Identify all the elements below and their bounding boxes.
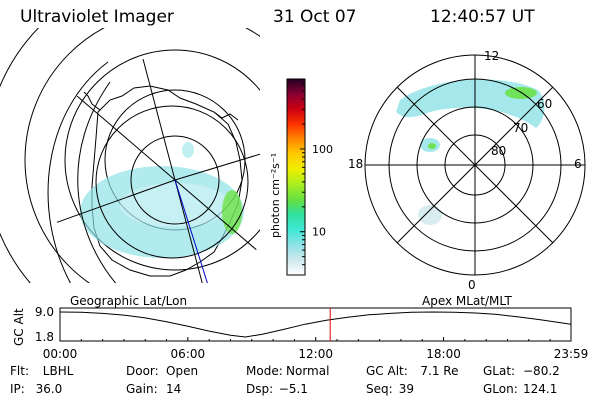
altitude-plot: 9.0 1.8 00:00 06:00 12:00 18:00 23:59 GC Alt: [12, 305, 588, 361]
mlat-label-60: 60: [537, 97, 552, 111]
colorbar: 100 10 photon cm⁻²s⁻¹: [269, 78, 333, 276]
x-ticks: 00:00 06:00 12:00 18:00 23:59: [43, 337, 589, 361]
y-ticks: 9.0 1.8: [35, 305, 54, 344]
info-key: IP:: [10, 382, 25, 396]
info-key: Flt:: [10, 364, 29, 378]
info-key: GLon:: [483, 382, 518, 396]
geo-aurora: [80, 142, 244, 258]
mlt-label-18: 18: [348, 157, 363, 171]
footer-info: Flt: LBHL Door: Open Mode: Normal GC Alt: 7.1 R…: [10, 364, 560, 396]
geographic-panel: [0, 28, 260, 283]
mlat-label-70: 70: [513, 121, 528, 135]
mlt-label-12: 12: [484, 49, 499, 63]
info-value: Open: [166, 364, 198, 378]
mag-grid: [365, 55, 585, 275]
info-value: Normal: [286, 364, 329, 378]
mlt-label-6: 6: [574, 157, 582, 171]
colorbar-ticks: 100 10: [300, 78, 333, 276]
mlat-label-80: 80: [491, 144, 506, 158]
x-tick-label: 23:59: [554, 347, 589, 361]
colorbar-label: photon cm⁻²s⁻¹: [269, 153, 282, 238]
instrument-title: Ultraviolet Imager: [20, 7, 174, 27]
x-tick-label: 12:00: [298, 347, 333, 361]
info-key: Door:: [126, 364, 159, 378]
series-altitude-line: [59, 311, 572, 338]
x-tick-label: 00:00: [43, 347, 78, 361]
colorbar-tick-label: 10: [312, 226, 326, 239]
mag-aurora: [396, 79, 545, 225]
y-tick-label: 1.8: [35, 330, 54, 344]
info-key: GLat:: [483, 364, 515, 378]
y-axis-label: GC Alt: [12, 308, 26, 346]
colorbar-tick-label: 100: [312, 143, 333, 156]
info-key: Gain:: [126, 382, 158, 396]
x-tick-label: 18:00: [426, 347, 461, 361]
info-value: 14: [166, 382, 181, 396]
magnetic-panel: 12 18 6 0 60 70 80: [348, 49, 586, 292]
time-label: 12:40:57 UT: [430, 7, 535, 27]
info-key: GC Alt:: [366, 364, 408, 378]
right-panel-label: Apex MLat/MLT: [422, 294, 512, 308]
geo-grid-inner: [47, 57, 260, 283]
info-key: Seq:: [366, 382, 393, 396]
y-tick-label: 9.0: [35, 305, 54, 319]
mlt-label-0: 0: [468, 278, 476, 292]
info-value: −5.1: [279, 382, 308, 396]
info-value: 36.0: [36, 382, 63, 396]
colorbar-scale: [286, 78, 306, 276]
info-value: LBHL: [43, 364, 74, 378]
info-key: Mode:: [246, 364, 283, 378]
x-tick-label: 06:00: [171, 347, 206, 361]
info-value: −80.2: [523, 364, 560, 378]
plot-frame: [59, 307, 572, 342]
info-value: 39: [399, 382, 414, 396]
left-panel-label: Geographic Lat/Lon: [70, 294, 187, 308]
date-label: 31 Oct 07: [273, 7, 356, 27]
info-key: Dsp:: [246, 382, 273, 396]
info-value: 7.1 Re: [420, 364, 458, 378]
info-value: 124.1: [523, 382, 557, 396]
